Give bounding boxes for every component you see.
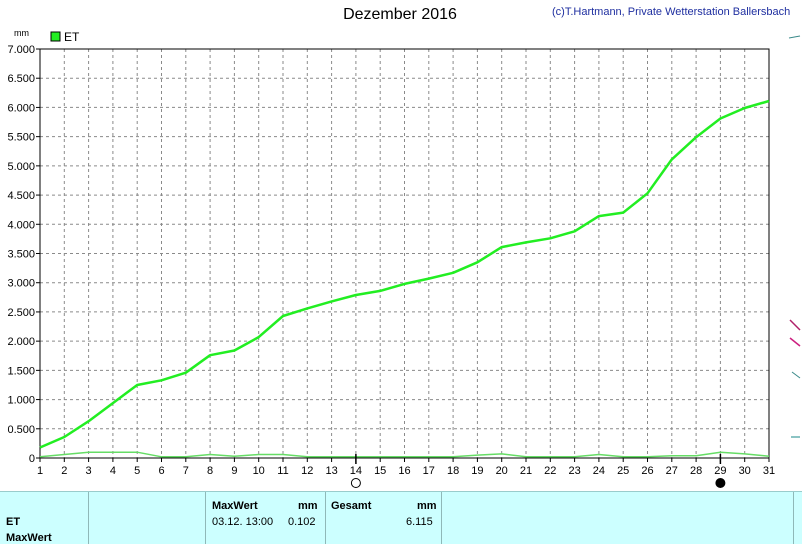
stats-panel: ET MaxWert MaxWert mm 03.12. 13:00 0.102… — [0, 491, 802, 544]
moon-markers — [350, 454, 726, 488]
x-tick-label: 21 — [520, 465, 532, 477]
x-tick-label: 28 — [690, 465, 702, 477]
x-tick-label: 14 — [350, 465, 362, 477]
y-tick-label: 6.500 — [7, 73, 35, 85]
panel-divider — [793, 492, 794, 544]
gesamt-header: Gesamt — [331, 500, 372, 512]
y-tick-label: 5.500 — [7, 132, 35, 144]
legend-swatch-et — [50, 31, 61, 42]
line-chart: 0 0.500 1.000 1.500 2.000 2.500 3.000 3.500 4.00… — [7, 30, 801, 488]
series-lines — [39, 99, 770, 458]
y-tick-label: 2.500 — [7, 307, 35, 319]
plot-frame — [39, 48, 770, 459]
x-tick-label: 23 — [568, 465, 580, 477]
x-tick-label: 22 — [544, 465, 556, 477]
y-tick-label: 7.000 — [7, 44, 35, 56]
grid — [40, 49, 769, 458]
x-tick-label: 4 — [110, 465, 116, 477]
x-tick-label: 17 — [423, 465, 435, 477]
x-tick-label: 2 — [61, 465, 67, 477]
x-tick-label: 11 — [277, 465, 288, 477]
y-tick-label: 5.000 — [7, 161, 35, 173]
x-tick-label: 31 — [763, 465, 775, 477]
legend-label-et: ET — [64, 30, 80, 44]
panel-divider — [325, 492, 326, 544]
y-tick-label: 6.000 — [7, 102, 35, 114]
x-tick-label: 13 — [325, 465, 337, 477]
panel-divider — [88, 492, 89, 544]
x-tick-label: 10 — [253, 465, 265, 477]
x-tick-label: 7 — [183, 465, 189, 477]
x-tick-label: 25 — [617, 465, 629, 477]
new-moon-icon — [715, 478, 726, 488]
x-tick-label: 27 — [666, 465, 678, 477]
y-tick-label: 0.500 — [7, 424, 35, 436]
row-label-maxwert: MaxWert — [6, 532, 52, 544]
y-tick-label: 4.000 — [7, 219, 35, 231]
credit-text: (c)T.Hartmann, Private Wetterstation Bal… — [552, 6, 791, 18]
x-tick-label: 5 — [134, 465, 140, 477]
x-tick-label: 24 — [593, 465, 605, 477]
axes: 0 0.500 1.000 1.500 2.000 2.500 3.000 3.500 4.00… — [7, 44, 775, 477]
chart-title: Dezember 2016 — [343, 6, 457, 23]
x-tick-label: 29 — [714, 465, 726, 477]
gesamt-value: 6.115 — [406, 516, 433, 528]
y-tick-label: 3.500 — [7, 249, 35, 261]
y-tick-label: 4.500 — [7, 190, 35, 202]
y-tick-label: 1.500 — [7, 365, 35, 377]
gesamt-unit: mm — [417, 500, 437, 512]
series-line-et — [39, 99, 770, 449]
y-axis-unit: mm — [14, 28, 29, 38]
maxwert-value: 0.102 — [288, 516, 316, 528]
y-tick-label: 3.000 — [7, 278, 35, 290]
x-tick-label: 19 — [471, 465, 483, 477]
x-tick-label: 1 — [37, 465, 43, 477]
x-tick-label: 8 — [207, 465, 213, 477]
x-tick-label: 18 — [447, 465, 459, 477]
y-tick-label: 2.000 — [7, 336, 35, 348]
x-tick-label: 15 — [374, 465, 386, 477]
edge-artifacts — [788, 35, 801, 438]
x-tick-label: 9 — [231, 465, 237, 477]
x-tick-label: 16 — [398, 465, 410, 477]
series-line-secondary — [39, 451, 770, 458]
x-tick-label: 30 — [739, 465, 751, 477]
x-tick-label: 12 — [301, 465, 313, 477]
y-tick-label: 0 — [29, 453, 35, 465]
x-tick-label: 6 — [158, 465, 164, 477]
row-label-et: ET — [6, 516, 21, 528]
full-moon-icon — [350, 478, 361, 488]
maxwert-header: MaxWert — [212, 500, 258, 512]
maxwert-time: 03.12. 13:00 — [212, 516, 274, 528]
panel-divider — [205, 492, 206, 544]
panel-divider — [441, 492, 442, 544]
x-tick-label: 26 — [641, 465, 653, 477]
x-tick-label: 3 — [86, 465, 92, 477]
maxwert-unit: mm — [298, 500, 318, 512]
y-tick-label: 1.000 — [7, 395, 35, 407]
x-tick-label: 20 — [496, 465, 508, 477]
legend: ET — [50, 30, 80, 44]
